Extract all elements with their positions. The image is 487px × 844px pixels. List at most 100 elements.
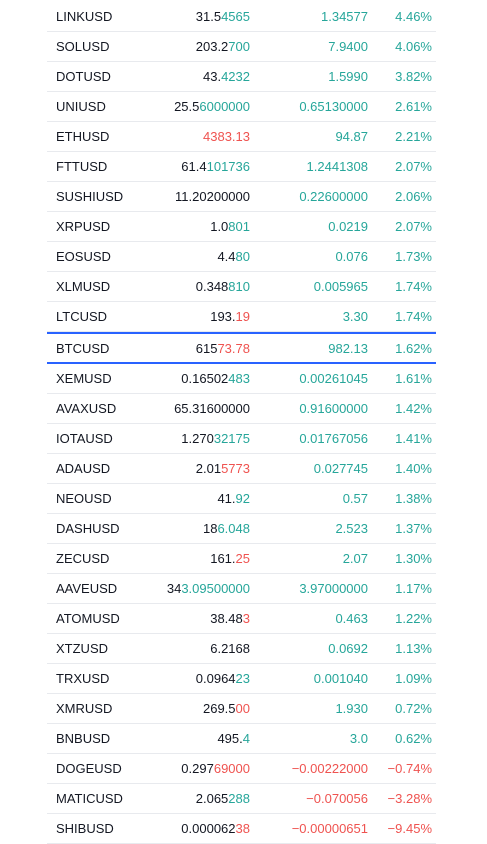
last-price-tick: 4	[242, 731, 250, 746]
last-price: 0.16502483	[181, 364, 250, 393]
change-percent: 1.13%	[395, 641, 432, 656]
last-price-tick: 101736	[206, 159, 250, 174]
change-value: 0.0219	[328, 219, 368, 234]
symbol-label: SOLUSD	[56, 39, 110, 54]
watchlist-row-xtzusd[interactable]: XTZUSD 6.2168 0.0692 1.13%	[47, 634, 436, 664]
watchlist-row-aaveusd[interactable]: AAVEUSD 343.09500000 3.97000000 1.17%	[47, 574, 436, 604]
last-price-base: 61.4	[181, 159, 207, 174]
last-price-base: 1.270	[181, 431, 214, 446]
last-price: 4383.13	[203, 122, 250, 151]
last-price-tick: 4565	[221, 9, 250, 24]
last-price: 0.29769000	[181, 754, 250, 783]
symbol-label: EOSUSD	[56, 249, 111, 264]
change-percent: 1.40%	[395, 461, 432, 476]
last-price-tick: 6.048	[217, 521, 250, 536]
change-value: 0.463	[335, 611, 368, 626]
watchlist-row-xemusd[interactable]: XEMUSD 0.16502483 0.00261045 1.61%	[47, 364, 436, 394]
watchlist-row-trxusd[interactable]: TRXUSD 0.096423 0.001040 1.09%	[47, 664, 436, 694]
watchlist-row-dashusd[interactable]: DASHUSD 186.048 2.523 1.37%	[47, 514, 436, 544]
watchlist-row-atomusd[interactable]: ATOMUSD 38.483 0.463 1.22%	[47, 604, 436, 634]
symbol-label: IOTAUSD	[56, 431, 113, 446]
watchlist-row-dotusd[interactable]: DOTUSD 43.4232 1.5990 3.82%	[47, 62, 436, 92]
symbol-label: SHIBUSD	[56, 821, 114, 836]
change-percent: 1.41%	[395, 431, 432, 446]
change-value: 1.5990	[328, 69, 368, 84]
watchlist-row-xlmusd[interactable]: XLMUSD 0.348810 0.005965 1.74%	[47, 272, 436, 302]
change-percent: 1.30%	[395, 551, 432, 566]
change-value: −0.070056	[306, 791, 368, 806]
last-price-tick: 80	[235, 249, 250, 264]
symbol-label: DOGEUSD	[56, 761, 122, 776]
watchlist-row-fttusd[interactable]: FTTUSD 61.4101736 1.2441308 2.07%	[47, 152, 436, 182]
symbol-label: TRXUSD	[56, 671, 110, 686]
last-price: 31.54565	[196, 2, 250, 31]
change-value: 0.076	[335, 249, 368, 264]
watchlist-row-ethusd[interactable]: ETHUSD 4383.13 94.87 2.21%	[47, 122, 436, 152]
watchlist-row-uniusd[interactable]: UNIUSD 25.56000000 0.65130000 2.61%	[47, 92, 436, 122]
change-value: 1.930	[335, 701, 368, 716]
symbol-label: XLMUSD	[56, 279, 111, 294]
last-price-base: 25.5	[174, 99, 200, 114]
change-percent: 1.42%	[395, 401, 432, 416]
last-price-base: 41.	[217, 491, 236, 506]
watchlist-row-avaxusd[interactable]: AVAXUSD 65.31600000 0.91600000 1.42%	[47, 394, 436, 424]
watchlist-row-solusd[interactable]: SOLUSD 203.2700 7.9400 4.06%	[47, 32, 436, 62]
watchlist-row-neousd[interactable]: NEOUSD 41.92 0.57 1.38%	[47, 484, 436, 514]
symbol-label: XTZUSD	[56, 641, 108, 656]
last-price: 495.4	[217, 724, 250, 753]
symbol-label: MATICUSD	[56, 791, 123, 806]
symbol-label: BNBUSD	[56, 731, 111, 746]
change-value: 0.57	[342, 491, 368, 506]
symbol-label: DASHUSD	[56, 521, 120, 536]
watchlist-row-linkusd[interactable]: LINKUSD 31.54565 1.34577 4.46%	[47, 2, 436, 32]
last-price: 11.20200000	[175, 182, 250, 211]
symbol-label: BTCUSD	[56, 341, 110, 356]
last-price-base: 0.0964	[195, 671, 236, 686]
last-price: 2.015773	[196, 454, 250, 483]
change-value: 3.0	[349, 731, 368, 746]
change-percent: 1.38%	[395, 491, 432, 506]
symbol-label: XRPUSD	[56, 219, 111, 234]
symbol-label: FTTUSD	[56, 159, 108, 174]
symbol-label: XEMUSD	[56, 371, 112, 386]
change-value: 7.9400	[328, 39, 368, 54]
watchlist-row-sushiusd[interactable]: SUSHIUSD 11.20200000 0.22600000 2.06%	[47, 182, 436, 212]
watchlist-row-xmrusd[interactable]: XMRUSD 269.500 1.930 0.72%	[47, 694, 436, 724]
change-percent: 4.06%	[395, 39, 432, 54]
change-value: 0.0692	[328, 641, 368, 656]
watchlist-row-adausd[interactable]: ADAUSD 2.015773 0.027745 1.40%	[47, 454, 436, 484]
watchlist-row-iotausd[interactable]: IOTAUSD 1.27032175 0.01767056 1.41%	[47, 424, 436, 454]
change-percent: 2.21%	[395, 129, 432, 144]
last-price-tick: 19	[235, 309, 250, 324]
watchlist-row-dogeusd[interactable]: DOGEUSD 0.29769000 −0.00222000 −0.74%	[47, 754, 436, 784]
watchlist-row-maticusd[interactable]: MATICUSD 2.065288 −0.070056 −3.28%	[47, 784, 436, 814]
change-percent: 1.37%	[395, 521, 432, 536]
watchlist-row-btcusd[interactable]: BTCUSD 61573.78 982.13 1.62%	[47, 332, 436, 364]
last-price-base: 43.	[203, 69, 222, 84]
symbol-label: ADAUSD	[56, 461, 111, 476]
change-percent: 1.74%	[395, 309, 432, 324]
watchlist-row-bnbusd[interactable]: BNBUSD 495.4 3.0 0.62%	[47, 724, 436, 754]
symbol-label: NEOUSD	[56, 491, 112, 506]
watchlist-row-xrpusd[interactable]: XRPUSD 1.0801 0.0219 2.07%	[47, 212, 436, 242]
last-price: 186.048	[203, 514, 250, 543]
change-percent: 4.46%	[395, 9, 432, 24]
last-price-base: 1.0	[210, 219, 229, 234]
last-price: 0.348810	[196, 272, 250, 301]
last-price-base: 65.31600000	[174, 401, 250, 416]
change-value: −0.00000651	[291, 821, 368, 836]
change-value: 0.001040	[313, 671, 368, 686]
watchlist-row-ltcusd[interactable]: LTCUSD 193.19 3.30 1.74%	[47, 302, 436, 332]
last-price-tick: 69000	[213, 761, 250, 776]
last-price-base: 4.4	[217, 249, 236, 264]
last-price-base: 161.	[210, 551, 236, 566]
change-value: 0.027745	[313, 461, 368, 476]
watchlist-row-shibusd[interactable]: SHIBUSD 0.00006238 −0.00000651 −9.45%	[47, 814, 436, 844]
change-value: 0.00261045	[299, 371, 368, 386]
symbol-label: LTCUSD	[56, 309, 108, 324]
last-price: 269.500	[203, 694, 250, 723]
last-price-base: 495.	[217, 731, 243, 746]
change-value: 0.005965	[313, 279, 368, 294]
watchlist-row-zecusd[interactable]: ZECUSD 161.25 2.07 1.30%	[47, 544, 436, 574]
watchlist-row-eosusd[interactable]: EOSUSD 4.480 0.076 1.73%	[47, 242, 436, 272]
